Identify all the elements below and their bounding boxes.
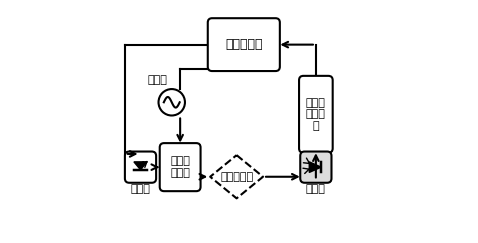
Text: 主控计算机: 主控计算机 bbox=[225, 38, 262, 51]
Polygon shape bbox=[309, 162, 321, 173]
Text: 微波源: 微波源 bbox=[147, 75, 167, 85]
FancyBboxPatch shape bbox=[299, 76, 333, 153]
FancyBboxPatch shape bbox=[300, 152, 331, 183]
Text: 单边带
调制器: 单边带 调制器 bbox=[170, 156, 190, 178]
FancyBboxPatch shape bbox=[125, 152, 156, 183]
Text: 微波幅
相接收
机: 微波幅 相接收 机 bbox=[306, 98, 326, 131]
Polygon shape bbox=[134, 162, 147, 170]
Text: 探测器: 探测器 bbox=[306, 184, 326, 194]
FancyBboxPatch shape bbox=[160, 143, 201, 191]
Text: 待测光器件: 待测光器件 bbox=[220, 172, 253, 182]
FancyBboxPatch shape bbox=[208, 18, 280, 71]
Text: 激光器: 激光器 bbox=[130, 184, 151, 194]
